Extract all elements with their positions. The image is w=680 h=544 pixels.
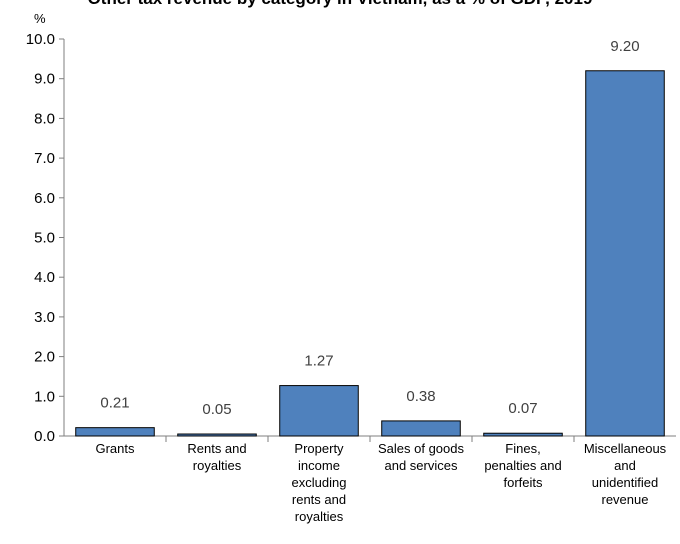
data-label: 1.27 xyxy=(304,353,333,370)
y-tick-label: 10.0 xyxy=(26,31,55,48)
chart-title: Other tax revenue by category in Vietnam… xyxy=(0,0,680,9)
category-label: Sales of goods and services xyxy=(378,441,465,473)
data-label: 0.05 xyxy=(202,401,231,418)
data-label: 0.21 xyxy=(100,395,129,412)
y-tick-label: 2.0 xyxy=(34,349,55,366)
bar xyxy=(483,432,563,437)
y-tick-label: 6.0 xyxy=(34,190,55,207)
category-label: Property income excluding rents and royaltie… xyxy=(292,441,347,524)
y-tick-label: 3.0 xyxy=(34,309,55,326)
y-tick-label: 9.0 xyxy=(34,71,55,88)
y-tick-label: 4.0 xyxy=(34,269,55,286)
y-tick-label: 1.0 xyxy=(34,388,55,405)
bar xyxy=(585,70,665,437)
y-tick-label: 7.0 xyxy=(34,150,55,167)
category-label: Miscellaneous and unidentified revenue xyxy=(584,441,667,507)
category-label: Rents and royalties xyxy=(187,441,246,473)
data-label: 0.07 xyxy=(508,400,537,417)
bar xyxy=(177,433,257,437)
bar xyxy=(75,427,155,437)
data-label: 0.38 xyxy=(406,388,435,405)
y-unit-label: % xyxy=(34,11,46,26)
y-tick-label: 0.0 xyxy=(34,428,55,445)
y-tick-label: 5.0 xyxy=(34,230,55,247)
bar xyxy=(381,420,461,437)
data-label: 9.20 xyxy=(610,38,639,55)
category-label: Grants xyxy=(95,441,135,456)
category-label: Fines, penalties and forfeits xyxy=(484,441,561,490)
y-tick-label: 8.0 xyxy=(34,110,55,127)
bar xyxy=(279,385,359,437)
